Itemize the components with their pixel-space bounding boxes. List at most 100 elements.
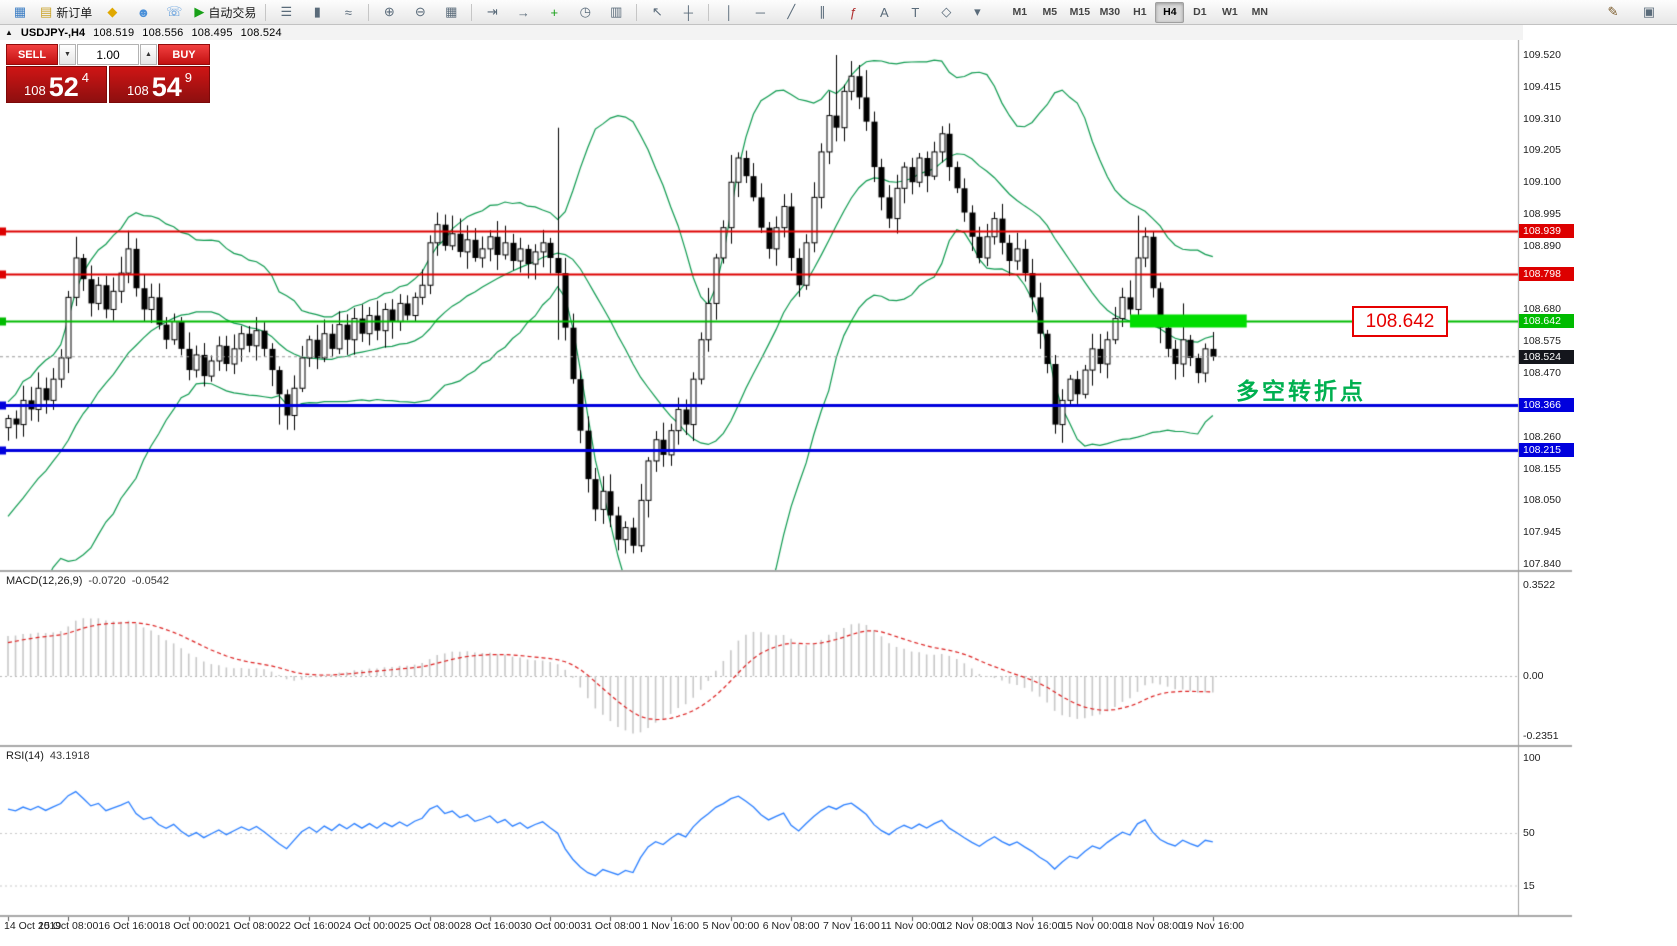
trendline-button[interactable]: ╱ bbox=[776, 1, 806, 24]
shapes-button[interactable]: ◇ bbox=[931, 1, 961, 24]
collapse-triangle-icon[interactable]: ▲ bbox=[5, 28, 13, 37]
pencil-icon[interactable]: ✎ bbox=[1598, 1, 1628, 24]
shapes-dropdown-icon[interactable]: ▾ bbox=[962, 1, 992, 24]
vertical-line-button[interactable]: │ bbox=[714, 1, 744, 24]
text-icon: A bbox=[879, 4, 889, 20]
sell-price-button[interactable]: 108 52 4 bbox=[6, 66, 107, 103]
indicators-icon: + bbox=[550, 4, 559, 20]
chart-shift-icon: → bbox=[516, 4, 530, 20]
macd-indicator-label: MACD(12,26,9) -0.0720 -0.0542 bbox=[6, 575, 169, 587]
pencil-icon: ✎ bbox=[1607, 4, 1619, 19]
new-chart-button[interactable]: ▦ bbox=[5, 1, 35, 24]
indicators-button[interactable]: + bbox=[539, 1, 569, 24]
time-axis-label: 1 Nov 16:00 bbox=[642, 920, 699, 932]
timeframe-M1[interactable]: M1 bbox=[1012, 6, 1028, 18]
tile-windows-button[interactable]: ▦ bbox=[436, 1, 466, 24]
horizontal-line-button[interactable]: ─ bbox=[745, 1, 775, 24]
price-tick-label: 107.840 bbox=[1523, 557, 1561, 570]
auto-scroll-button[interactable]: ⇥ bbox=[477, 1, 507, 24]
price-callout[interactable]: 108.642 bbox=[1352, 306, 1448, 337]
timeframe-MN[interactable]: MN bbox=[1251, 6, 1268, 18]
buy-price-prefix: 108 bbox=[127, 83, 149, 98]
autotrading-button[interactable]: ▶ 自动交易 bbox=[190, 1, 260, 24]
zoom-in-button[interactable]: ⊕ bbox=[374, 1, 404, 24]
cursor-button[interactable]: ↖ bbox=[642, 1, 672, 24]
text-button[interactable]: A bbox=[869, 1, 899, 24]
price-tick-label: 109.100 bbox=[1523, 176, 1561, 189]
preview-icon[interactable]: ▣ bbox=[1634, 1, 1664, 24]
preview-icon: ▣ bbox=[1642, 4, 1656, 19]
chart-symbol-period: USDJPY-,H4 bbox=[20, 26, 86, 39]
channel-button[interactable]: ∥ bbox=[807, 1, 837, 24]
support-icon: ☏ bbox=[166, 4, 183, 19]
new-order-button-label: 新订单 bbox=[56, 5, 93, 20]
macd-value-1: -0.0720 bbox=[88, 575, 126, 587]
price-line-label: 108.642 bbox=[1519, 313, 1574, 328]
bar-chart-button[interactable]: ☰ bbox=[271, 1, 301, 24]
timeframe-H4[interactable]: H4 bbox=[1155, 1, 1185, 23]
price-tick-label: 107.945 bbox=[1523, 526, 1561, 539]
price-tick-label: 108.470 bbox=[1523, 367, 1561, 380]
volume-up-icon[interactable]: ▲ bbox=[140, 44, 157, 65]
price-tick-label: 109.310 bbox=[1523, 112, 1561, 125]
toolbar-separator bbox=[708, 3, 710, 21]
timeframe-W1[interactable]: W1 bbox=[1221, 6, 1238, 18]
time-axis-label: 31 Oct 08:00 bbox=[580, 920, 641, 932]
chart-open-value: 108.519 bbox=[93, 26, 135, 39]
price-tick-label: 109.520 bbox=[1523, 49, 1561, 61]
time-axis-label: 15 Nov 00:00 bbox=[1061, 920, 1124, 932]
templates-icon: ▥ bbox=[610, 4, 623, 19]
rsi-tick-label: 15 bbox=[1523, 879, 1535, 892]
sell-price-prefix: 108 bbox=[24, 83, 46, 98]
timeframe-H1[interactable]: H1 bbox=[1133, 6, 1147, 18]
volume-down-icon[interactable]: ▼ bbox=[59, 44, 76, 65]
shapes-dropdown-icon: ▾ bbox=[974, 4, 981, 19]
fibonacci-icon: ƒ bbox=[849, 4, 857, 20]
time-axis-label: 18 Oct 00:00 bbox=[158, 920, 219, 932]
community-icon: ☻ bbox=[136, 4, 151, 20]
vertical-line-icon: │ bbox=[725, 4, 734, 20]
rsi-title: RSI(14) bbox=[6, 750, 44, 762]
line-chart-button[interactable]: ≈ bbox=[333, 1, 363, 24]
price-line-label: 108.798 bbox=[1519, 266, 1574, 281]
time-axis-label: 28 Oct 16:00 bbox=[459, 920, 520, 932]
time-axis-label: 11 Nov 00:00 bbox=[880, 920, 943, 932]
timeframe-D1[interactable]: D1 bbox=[1193, 6, 1207, 18]
time-axis-label: 22 Oct 16:00 bbox=[279, 920, 340, 932]
buy-button[interactable]: BUY bbox=[158, 44, 210, 65]
support-button[interactable]: ☏ bbox=[159, 1, 189, 24]
buy-price-button[interactable]: 108 54 9 bbox=[109, 66, 210, 103]
sell-button[interactable]: SELL bbox=[6, 44, 58, 65]
fibonacci-button[interactable]: ƒ bbox=[838, 1, 868, 24]
price-tick-label: 108.680 bbox=[1523, 303, 1561, 316]
time-axis-label: 7 Nov 16:00 bbox=[823, 920, 880, 932]
crosshair-icon: ┼ bbox=[683, 4, 693, 20]
candle-chart-button[interactable]: ▮ bbox=[302, 1, 332, 24]
zoom-out-button[interactable]: ⊖ bbox=[405, 1, 435, 24]
templates-button[interactable]: ▥ bbox=[601, 1, 631, 24]
new-chart-icon: ▦ bbox=[13, 4, 27, 19]
rsi-tick-label: 50 bbox=[1523, 827, 1535, 839]
time-axis-label: 15 Oct 08:00 bbox=[38, 920, 99, 932]
metaeditor-icon: ◆ bbox=[107, 4, 118, 19]
time-axis-label: 12 Nov 08:00 bbox=[940, 920, 1004, 932]
periods-button[interactable]: ◷ bbox=[570, 1, 600, 24]
current-price-label: 108.524 bbox=[1519, 349, 1574, 364]
rsi-value: 43.1918 bbox=[49, 750, 90, 762]
timeframe-M15[interactable]: M15 bbox=[1069, 6, 1091, 18]
price-tick-label: 108.155 bbox=[1523, 462, 1561, 475]
price-tick-label: 109.205 bbox=[1523, 144, 1561, 157]
timeframe-M30[interactable]: M30 bbox=[1099, 6, 1121, 18]
label-button[interactable]: T bbox=[900, 1, 930, 24]
chart-shift-button[interactable]: → bbox=[508, 1, 538, 24]
sell-price-pip: 4 bbox=[81, 70, 89, 85]
macd-tick-label: 0.3522 bbox=[1523, 579, 1556, 592]
timeframe-M5[interactable]: M5 bbox=[1042, 6, 1058, 18]
crosshair-button[interactable]: ┼ bbox=[673, 1, 703, 24]
community-button[interactable]: ☻ bbox=[128, 1, 158, 24]
new-order-button[interactable]: ▤ 新订单 bbox=[36, 1, 96, 24]
metaeditor-button[interactable]: ◆ bbox=[97, 1, 127, 24]
tile-windows-icon: ▦ bbox=[445, 4, 458, 19]
volume-input[interactable]: 1.00 bbox=[77, 44, 139, 65]
